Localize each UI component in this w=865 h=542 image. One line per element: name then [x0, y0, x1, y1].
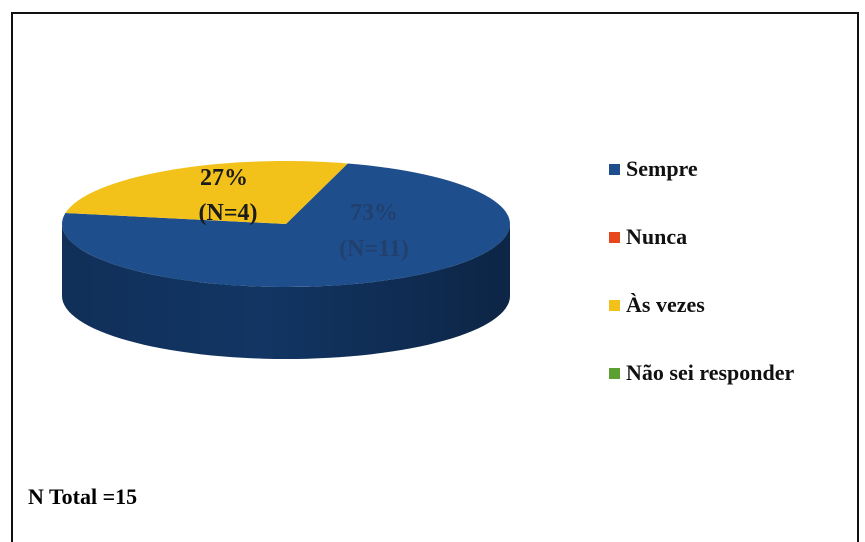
legend-item: Às vezes	[609, 290, 705, 320]
legend-label: Nunca	[626, 224, 688, 249]
legend-label: Não sei responder	[626, 360, 795, 385]
chart-frame	[11, 12, 859, 542]
pie-slice-as-vezes	[65, 160, 348, 224]
pie-side-shading	[62, 224, 510, 359]
legend-label: Às vezes	[626, 292, 705, 317]
total-count-label: N Total =15	[28, 484, 138, 509]
pie-slice-sempre	[62, 163, 511, 287]
legend-item: Nunca	[609, 222, 687, 252]
legend-item: Sempre	[609, 154, 698, 184]
data-label-sempre-percent: 73%	[350, 200, 398, 226]
data-label-as-vezes-percent: 27%	[200, 165, 248, 191]
legend-swatch	[609, 163, 620, 175]
legend-swatch	[609, 367, 620, 379]
legend-label: Sempre	[626, 156, 698, 181]
legend-swatch	[609, 299, 620, 311]
data-label-as-vezes-count: (N=4)	[199, 200, 258, 226]
legend-item: Não sei responder	[609, 358, 794, 388]
legend-swatch	[609, 231, 620, 243]
data-label-sempre-count: (N=11)	[339, 236, 409, 262]
